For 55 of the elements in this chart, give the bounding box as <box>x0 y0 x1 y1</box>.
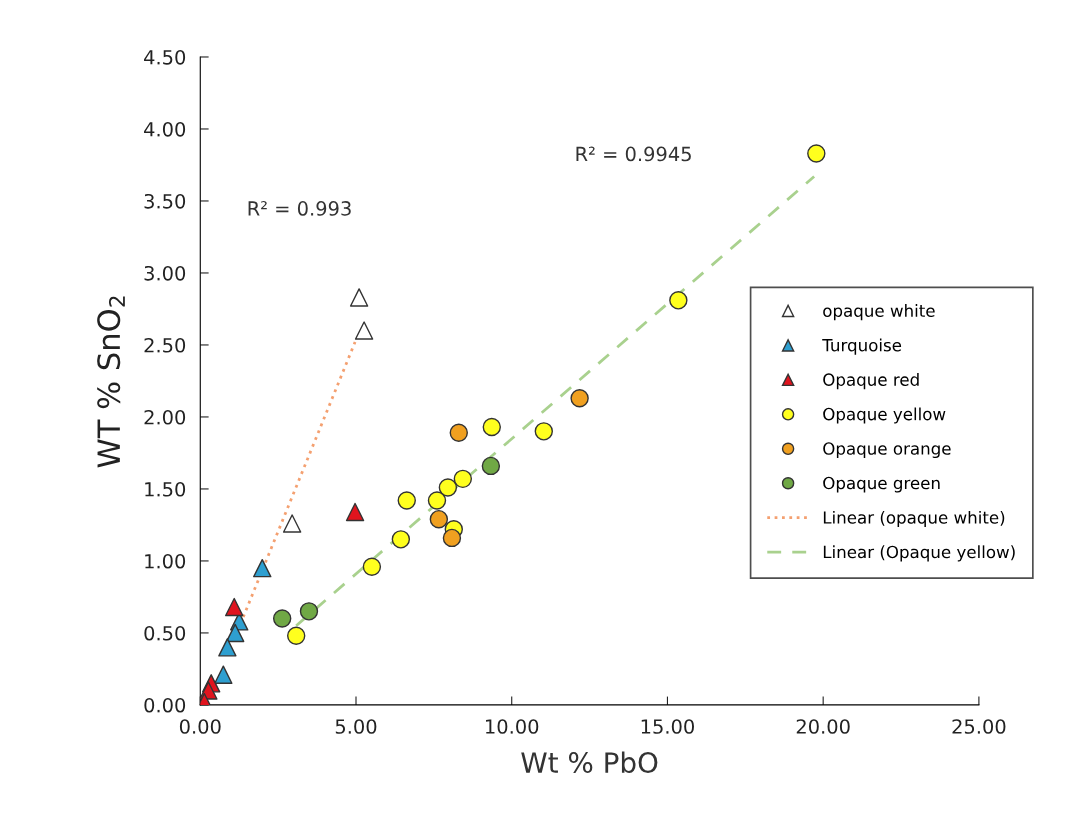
point <box>427 491 447 510</box>
point <box>453 469 473 489</box>
x-tick-label: 15.00 <box>641 719 694 734</box>
point <box>442 528 462 548</box>
annotation: R² = 0.993 <box>248 201 351 216</box>
y-tick-label: 0.00 <box>144 697 186 713</box>
y-tick-label: 0.50 <box>144 625 186 641</box>
point <box>570 389 589 408</box>
point <box>299 602 319 621</box>
point <box>345 502 365 522</box>
y-tick-label: 3.50 <box>144 193 186 209</box>
point <box>807 144 826 163</box>
point <box>214 665 233 684</box>
y-tick-label: 1.00 <box>145 553 186 569</box>
point <box>354 321 374 340</box>
point <box>362 557 382 576</box>
x-axis-title: Wt % PbO <box>521 751 658 774</box>
point <box>218 638 237 657</box>
y-tick-label: 2.50 <box>144 337 186 353</box>
legend-label: Linear (opaque white) <box>823 510 1005 528</box>
point <box>397 491 416 510</box>
legend-label: opaque white <box>823 304 935 321</box>
legend-label: Turquoise <box>822 338 902 355</box>
y-tick-label: 2.00 <box>144 409 186 425</box>
point <box>225 597 244 617</box>
point <box>534 422 554 441</box>
point <box>481 456 501 476</box>
legend-label: Opaque yellow <box>823 407 946 424</box>
point <box>391 530 411 549</box>
x-tick-label: 25.00 <box>952 719 1006 734</box>
point <box>282 514 302 533</box>
legend-label: Opaque green <box>823 476 940 493</box>
y-tick-label: 3.00 <box>144 265 186 281</box>
point <box>272 609 292 628</box>
point <box>225 623 245 643</box>
legend-label: Linear (Opaque yellow) <box>823 545 1015 562</box>
point <box>449 423 468 442</box>
y-tick-label: 4.50 <box>144 49 186 65</box>
x-tick-label: 10.00 <box>486 719 539 734</box>
point <box>669 291 688 310</box>
x-tick-label: 5.00 <box>335 719 377 734</box>
y-tick-label: 4.00 <box>144 121 186 137</box>
point <box>482 417 501 437</box>
annotation: R² = 0.9945 <box>576 146 691 162</box>
point <box>429 509 449 529</box>
legend-label: Opaque red <box>823 373 919 390</box>
point <box>287 626 306 646</box>
point <box>253 558 272 578</box>
y-tick-label: 1.50 <box>145 481 186 497</box>
legend-label: Opaque orange <box>823 442 951 459</box>
point <box>438 478 458 497</box>
x-tick-label: 0.00 <box>179 719 221 734</box>
y-axis-title: WT % SnO$_{2}$ <box>97 296 125 468</box>
point <box>349 288 369 307</box>
x-tick-label: 20.00 <box>796 719 850 734</box>
